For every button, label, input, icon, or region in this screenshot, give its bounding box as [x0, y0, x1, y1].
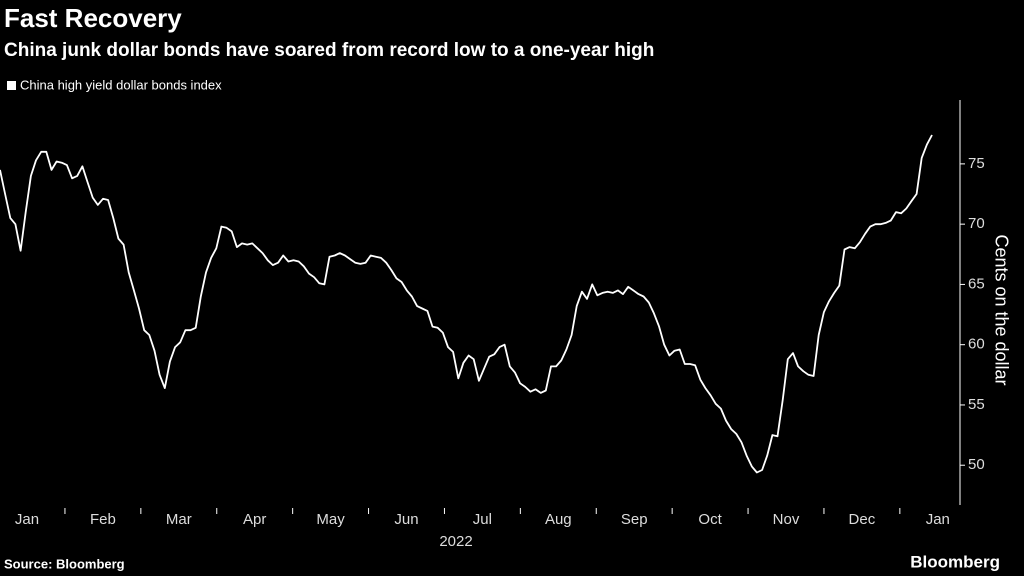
- x-tick-label: Feb: [90, 511, 116, 528]
- y-tick-label: 70: [968, 215, 985, 232]
- y-tick-label: 75: [968, 155, 985, 172]
- branding: Bloomberg: [910, 552, 1000, 571]
- y-tick-label: 50: [968, 456, 985, 473]
- x-tick-label: Jul: [473, 511, 492, 528]
- chart-subtitle: China junk dollar bonds have soared from…: [4, 40, 654, 61]
- x-tick-label: Sep: [621, 511, 648, 528]
- x-tick-label: Jan: [926, 511, 950, 528]
- chart-title: Fast Recovery: [4, 3, 182, 33]
- y-axis-title: Cents on the dollar: [991, 234, 1011, 385]
- y-tick-label: 65: [968, 275, 985, 292]
- x-tick-label: Mar: [166, 511, 192, 528]
- x-axis-year: 2022: [439, 533, 472, 550]
- x-tick-label: Jan: [15, 511, 39, 528]
- x-tick-label: Apr: [243, 511, 266, 528]
- legend-swatch: [7, 81, 16, 90]
- x-tick-label: Oct: [698, 511, 722, 528]
- x-tick-label: May: [316, 511, 345, 528]
- y-tick-label: 60: [968, 336, 985, 353]
- x-tick-label: Aug: [545, 511, 572, 528]
- x-tick-label: Jun: [394, 511, 418, 528]
- x-tick-label: Dec: [849, 511, 876, 528]
- y-tick-label: 55: [968, 396, 985, 413]
- data-line: [0, 134, 933, 474]
- legend-label: China high yield dollar bonds index: [20, 77, 222, 92]
- x-tick-label: Nov: [773, 511, 800, 528]
- source: Source: Bloomberg: [4, 556, 125, 571]
